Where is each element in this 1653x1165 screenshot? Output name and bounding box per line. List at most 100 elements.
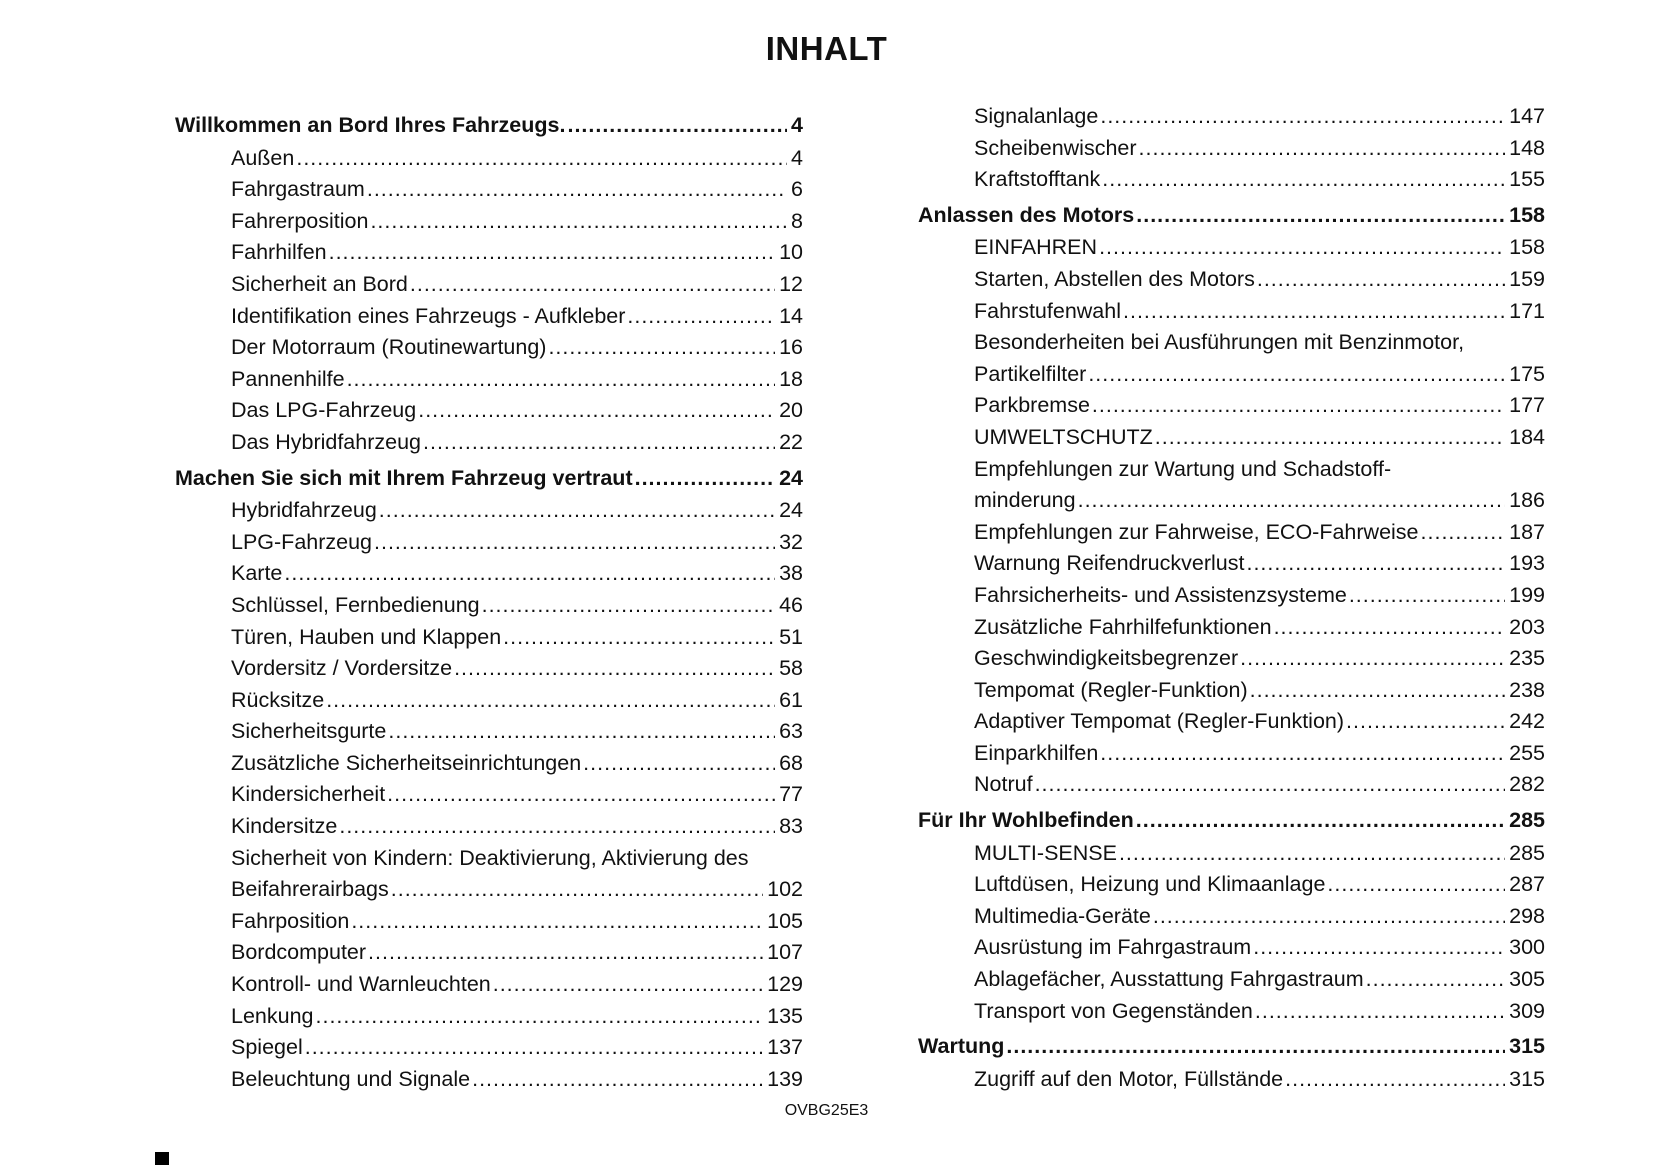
toc-entry[interactable]: Zusätzliche Fahrhilfefunktionen 203 [918, 612, 1545, 644]
toc-entry[interactable]: Das Hybridfahrzeug 22 [175, 427, 803, 459]
toc-entry-label: Empfehlungen zur Fahrweise, ECO-Fahrweis… [974, 519, 1419, 544]
toc-entry[interactable]: Identifikation eines Fahrzeugs - Aufkleb… [175, 301, 803, 333]
toc-entry-label: Beifahrerairbags [231, 877, 389, 902]
toc-page-number: 137 [767, 1035, 803, 1060]
toc-page-number: 10 [779, 240, 803, 265]
dot-leader [1099, 232, 1505, 264]
toc-section-heading[interactable]: Wartung 315 [918, 1031, 1545, 1063]
dot-leader [1078, 485, 1506, 517]
toc-entry[interactable]: EINFAHREN 158 [918, 232, 1545, 264]
toc-entry[interactable]: Einparkhilfen 255 [918, 738, 1545, 770]
toc-entry-label: Türen, Hauben und Klappen [231, 624, 502, 649]
toc-section-heading[interactable]: Willkommen an Bord Ihres Fahrzeugs. 4 [175, 110, 803, 142]
toc-entry[interactable]: LPG-Fahrzeug 32 [175, 527, 803, 559]
toc-entry[interactable]: Beleuchtung und Signale 139 [175, 1064, 803, 1096]
dot-leader [423, 427, 775, 459]
dot-leader [1100, 101, 1505, 133]
toc-entry-label: Zusätzliche Sicherheitseinrichtungen [231, 750, 582, 775]
toc-entry[interactable]: Pannenhilfe 18 [175, 364, 803, 396]
toc-page-number: 139 [767, 1066, 803, 1091]
dot-leader [391, 874, 763, 906]
toc-entry[interactable]: UMWELTSCHUTZ 184 [918, 422, 1545, 454]
toc-entry[interactable]: Schlüssel, Fernbedienung 46 [175, 590, 803, 622]
toc-entry[interactable]: Tempomat (Regler-Funktion) 238 [918, 675, 1545, 707]
toc-entry[interactable]: Sicherheitsgurte 63 [175, 716, 803, 748]
toc-page-number: 12 [779, 271, 803, 296]
toc-entry[interactable]: MULTI-SENSE 285 [918, 838, 1545, 870]
toc-page-number: 159 [1509, 266, 1545, 291]
toc-entry[interactable]: Zugriff auf den Motor, Füllstände 315 [918, 1064, 1545, 1096]
toc-page-number: 171 [1509, 298, 1545, 323]
toc-section-heading[interactable]: Für Ihr Wohlbefinden 285 [918, 805, 1545, 837]
toc-entry[interactable]: Ausrüstung im Fahrgastraum 300 [918, 932, 1545, 964]
toc-entry[interactable]: Fahrerposition 8 [175, 206, 803, 238]
toc-entry[interactable]: Fahrstufenwahl 171 [918, 296, 1545, 328]
toc-entry[interactable]: Vordersitz / Vordersitze 58 [175, 653, 803, 685]
toc-right-column: Signalanlage 147 Scheibenwischer 148 Kraftst… [918, 101, 1545, 1095]
toc-entry[interactable]: Empfehlungen zur Fahrweise, ECO-Fahrweis… [918, 517, 1545, 549]
toc-entry[interactable]: Kontroll- und Warnleuchten 129 [175, 969, 803, 1001]
toc-entry[interactable]: Fahrhilfen 10 [175, 237, 803, 269]
toc-entry[interactable]: Parkbremse 177 [918, 390, 1545, 422]
toc-entry[interactable]: Kindersitze 83 [175, 811, 803, 843]
toc-entry[interactable]: Türen, Hauben und Klappen 51 [175, 622, 803, 654]
toc-entry[interactable]: Scheibenwischer 148 [918, 133, 1545, 165]
toc-entry[interactable]: Ablagefächer, Ausstattung Fahrgastraum 30… [918, 964, 1545, 996]
toc-entry-label: Das Hybridfahrzeug [231, 429, 422, 454]
toc-page-number: 24 [779, 498, 803, 523]
dot-leader [583, 748, 775, 780]
toc-entry[interactable]: Das LPG-Fahrzeug 20 [175, 395, 803, 427]
toc-entry-label: MULTI-SENSE [974, 840, 1117, 865]
toc-entry-label: Identifikation eines Fahrzeugs - Aufkleb… [231, 303, 626, 328]
dot-leader [1155, 422, 1505, 454]
toc-entry[interactable]: Adaptiver Tempomat (Regler-Funktion) 242 [918, 706, 1545, 738]
toc-page-number: 147 [1509, 104, 1545, 128]
toc-page-number: 8 [791, 208, 803, 233]
toc-entry-label: Starten, Abstellen des Motors [974, 266, 1255, 291]
toc-page-number: 242 [1509, 709, 1545, 734]
toc-entry[interactable]: Fahrsicherheits- und Assistenzsysteme 199 [918, 580, 1545, 612]
toc-page-number: 24 [779, 465, 803, 490]
toc-entry[interactable]: Multimedia-Geräte 298 [918, 901, 1545, 933]
toc-section-heading[interactable]: Machen Sie sich mit Ihrem Fahrzeug vertr… [175, 463, 803, 495]
toc-entry[interactable]: Geschwindigkeitsbegrenzer 235 [918, 643, 1545, 675]
dot-leader [503, 622, 775, 654]
toc-entry[interactable]: Fahrposition 105 [175, 906, 803, 938]
toc-entry[interactable]: Notruf 282 [918, 769, 1545, 801]
dot-leader [326, 685, 775, 717]
document-code: OVBG25E3 [784, 1102, 869, 1119]
toc-entry[interactable]: Spiegel 137 [175, 1032, 803, 1064]
toc-entry[interactable]: Fahrgastraum 6 [175, 174, 803, 206]
toc-entry[interactable]: Karte 38 [175, 558, 803, 590]
toc-entry-label: Kraftstofftank [974, 167, 1101, 192]
toc-entry-label: Notruf [974, 772, 1033, 797]
toc-entry[interactable]: Signalanlage 147 [918, 101, 1545, 133]
toc-entry[interactable]: Bordcomputer 107 [175, 937, 803, 969]
toc-entry[interactable]: Rücksitze 61 [175, 685, 803, 717]
toc-entry[interactable]: Lenkung 135 [175, 1001, 803, 1033]
toc-entry[interactable]: Außen 4 [175, 143, 803, 175]
toc-entry[interactable]: Sicherheit von Kindern: Deaktivierung, A… [175, 843, 803, 906]
toc-entry[interactable]: Empfehlungen zur Wartung und Schadstoff-… [918, 454, 1545, 517]
toc-page-number: 309 [1509, 998, 1545, 1023]
toc-entry[interactable]: Luftdüsen, Heizung und Klimaanlage 287 [918, 869, 1545, 901]
toc-page-number: 38 [779, 561, 803, 586]
toc-page-number: 315 [1509, 1034, 1545, 1059]
toc-entry-label: Signalanlage [974, 104, 1099, 128]
toc-page-number: 77 [779, 782, 803, 807]
toc-section-heading[interactable]: Anlassen des Motors 158 [918, 200, 1545, 232]
toc-entry[interactable]: Sicherheit an Bord 12 [175, 269, 803, 301]
toc-entry[interactable]: Starten, Abstellen des Motors 159 [918, 264, 1545, 296]
toc-entry-label: Bordcomputer [231, 940, 367, 965]
toc-entry-label: Fahrposition [231, 908, 350, 933]
toc-entry[interactable]: Warnung Reifendruckverlust 193 [918, 548, 1545, 580]
dot-leader [1285, 1064, 1505, 1096]
toc-entry[interactable]: Kindersicherheit 77 [175, 779, 803, 811]
toc-entry[interactable]: Besonderheiten bei Ausführungen mit Benz… [918, 327, 1545, 390]
toc-entry[interactable]: Zusätzliche Sicherheitseinrichtungen 68 [175, 748, 803, 780]
toc-entry[interactable]: Hybridfahrzeug 24 [175, 495, 803, 527]
toc-entry[interactable]: Der Motorraum (Routinewartung) 16 [175, 332, 803, 364]
toc-entry-label: Der Motorraum (Routinewartung) [231, 335, 547, 360]
toc-entry[interactable]: Kraftstofftank 155 [918, 164, 1545, 196]
toc-entry[interactable]: Transport von Gegenständen 309 [918, 996, 1545, 1028]
